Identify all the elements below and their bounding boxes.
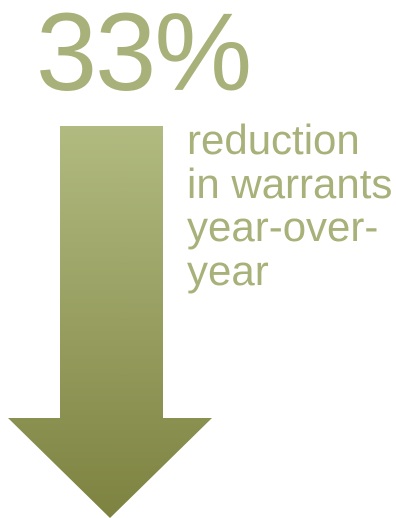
caption-line: year [187,247,269,295]
percentage-value: 33% [36,0,252,114]
caption-line: in warrants [187,159,393,207]
caption-line: year-over- [187,203,379,251]
stat-caption: reduction in warrants year-over- year [187,118,392,293]
caption-line: reduction [187,116,360,163]
